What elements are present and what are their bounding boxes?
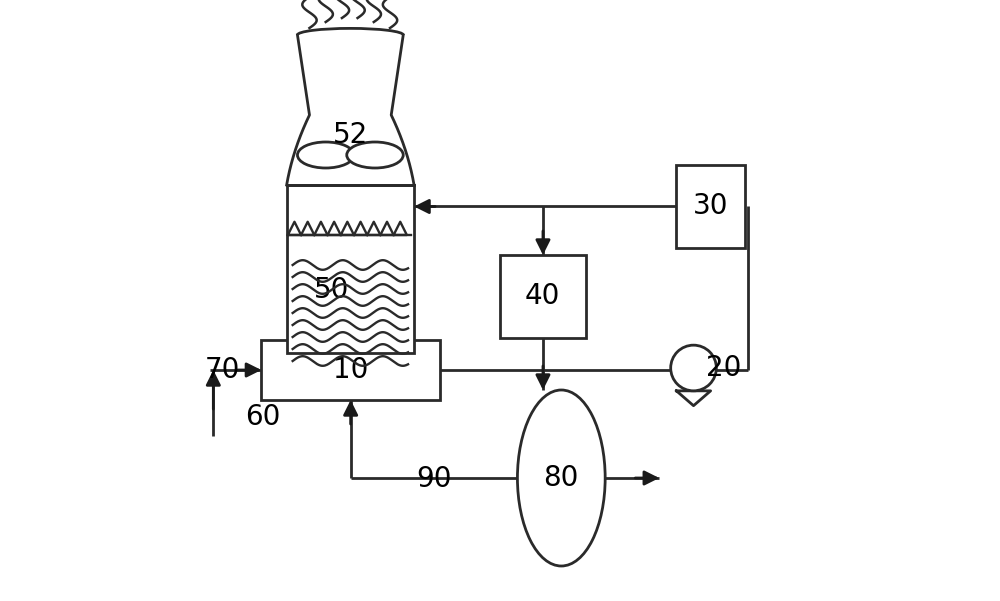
Ellipse shape [517,390,605,566]
Ellipse shape [297,142,354,168]
Circle shape [671,345,716,391]
Text: 30: 30 [693,192,728,220]
Text: 52: 52 [333,121,368,149]
Text: 40: 40 [525,282,560,310]
Bar [261,340,440,400]
Bar [287,185,414,353]
Bar [676,165,745,248]
Text: 90: 90 [416,465,452,493]
Text: 20: 20 [706,354,742,382]
Ellipse shape [347,142,403,168]
Bar [500,255,586,338]
Text: 10: 10 [333,356,368,384]
Text: 60: 60 [245,403,281,431]
Text: 50: 50 [314,276,349,304]
Text: 70: 70 [205,356,240,384]
Text: 80: 80 [544,464,579,492]
